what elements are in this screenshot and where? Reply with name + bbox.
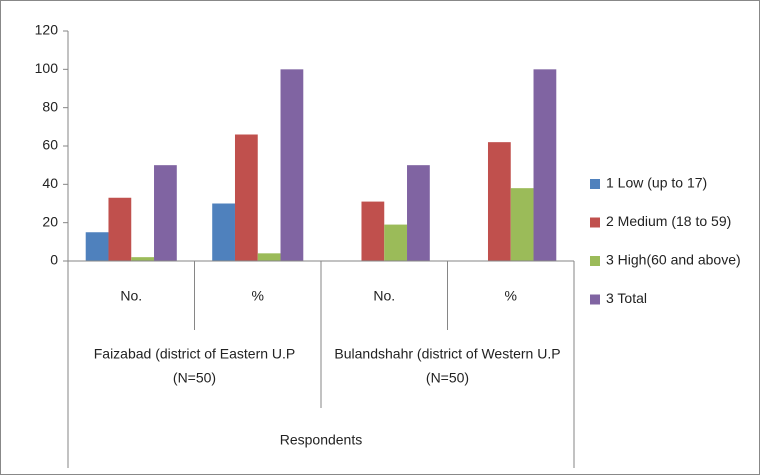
legend-swatch: [590, 217, 600, 228]
group-label: (N=50): [173, 370, 216, 386]
bar: [487, 142, 511, 261]
bar: [384, 224, 408, 261]
y-tick-label: 60: [42, 137, 58, 153]
legend-swatch: [590, 256, 600, 266]
bar: [361, 201, 385, 261]
x-tick-label: No.: [373, 288, 395, 304]
y-tick-label: 40: [42, 175, 58, 191]
y-tick-label: 100: [35, 60, 59, 76]
bar: [85, 232, 109, 261]
legend-label: 2 Medium (18 to 59): [606, 213, 731, 229]
legend-swatch: [590, 294, 600, 305]
bar: [257, 253, 281, 261]
x-tick-label: No.: [120, 288, 142, 304]
bar: [533, 69, 557, 261]
bar: [212, 203, 235, 261]
legend-label: 1 Low (up to 17): [606, 175, 707, 191]
y-tick-label: 20: [42, 213, 58, 229]
bar: [407, 165, 430, 261]
y-tick-label: 120: [35, 22, 59, 38]
group-label: Bulandshahr (district of Western U.P: [334, 346, 560, 362]
bar: [154, 165, 177, 261]
legend-swatch: [590, 179, 600, 189]
x-tick-label: %: [505, 288, 517, 304]
bar: [131, 257, 155, 261]
legend-label: 3 Total: [606, 290, 647, 306]
bar: [234, 134, 258, 261]
legend-label: 3 High(60 and above): [606, 252, 741, 268]
group-label: Faizabad (district of Eastern U.P: [94, 346, 296, 362]
group-label: (N=50): [426, 370, 469, 386]
bar: [280, 69, 304, 261]
x-axis-title: Respondents: [280, 432, 363, 448]
bar: [510, 188, 534, 261]
y-tick-label: 80: [42, 98, 58, 114]
bar: [108, 197, 132, 261]
y-tick-label: 0: [50, 252, 58, 268]
x-tick-label: %: [252, 288, 264, 304]
